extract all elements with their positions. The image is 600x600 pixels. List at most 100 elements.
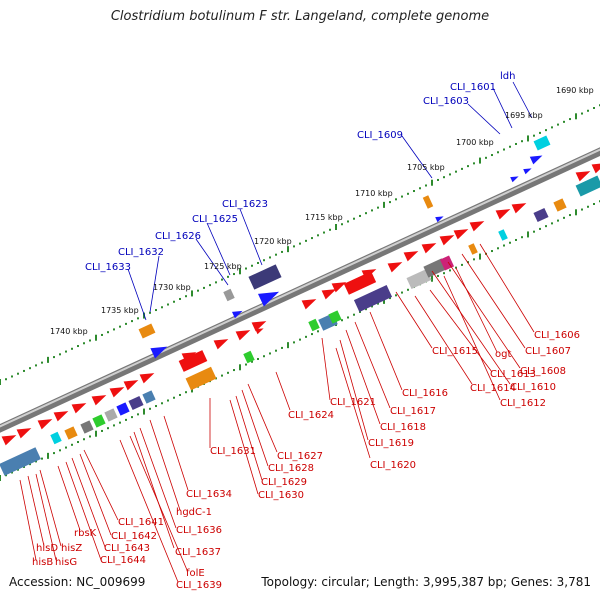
tick-mark [11,375,13,378]
tick-mark [581,112,583,115]
leader-line [239,208,263,266]
tick-mark [227,275,229,278]
tick-mark [137,413,139,416]
gene-label: CLI_1614 [470,383,516,394]
tick-mark [233,369,235,372]
leader-line [431,270,511,385]
gene-feature [343,271,377,295]
gene-arrow [387,262,403,273]
leader-line [71,457,106,548]
tick-mark [383,297,385,304]
gene-feature [80,420,94,434]
tick-mark [497,151,499,154]
tick-mark [101,429,103,432]
tick-mark [587,205,589,208]
tick-mark [593,202,595,205]
gene-feature [468,243,478,255]
gene-label: CLI_1643 [104,543,150,554]
tick-mark [149,311,151,314]
outer-tick-track [0,104,600,385]
tick-mark [533,134,535,137]
tick-mark [593,106,595,109]
tick-mark [65,446,67,449]
tick-mark [443,272,445,275]
tick-mark [281,250,283,253]
top-gene-labels: ldh CLI_1601 CLI_1603 CLI_1609 CLI_1623 CLI_1… [85,71,515,273]
scale-label: 1740 kbp [50,327,88,336]
tick-mark [191,290,193,297]
tick-mark [359,310,361,313]
gene-arrow [403,251,419,262]
scale-label: 1715 kbp [305,213,343,222]
scale-label: 1700 kbp [456,138,494,147]
label-leaders [19,81,535,583]
gene-arrow [495,209,511,220]
tick-mark [119,325,121,328]
gene-label: CLI_1631 [210,446,256,457]
gene-label: CLI_1629 [261,477,307,488]
tick-mark [311,237,313,240]
tick-mark [161,306,163,309]
leader-line [83,449,119,521]
tick-mark [581,208,583,211]
tick-mark [419,187,421,190]
gene-arrow [213,339,229,350]
tick-mark [311,333,313,336]
gene-label: CLI_1637 [175,547,221,558]
gene-feature [533,207,549,223]
scale-label: 1725 kbp [204,262,242,271]
tick-mark [239,268,241,275]
tick-mark [305,335,307,338]
gene-feature [50,431,62,445]
leader-line [455,267,498,353]
tick-mark [41,361,43,364]
tick-mark [341,223,343,226]
tick-mark [371,209,373,212]
tick-mark [143,408,145,415]
tick-mark [221,278,223,281]
leader-line [479,243,535,333]
tick-mark [203,286,205,289]
gene-arrow [71,403,87,414]
leader-line [443,275,501,401]
gene-arrow [421,243,437,254]
tick-mark [23,369,25,372]
gene-feature [308,318,320,332]
gene-label: CLI_1601 [450,82,496,93]
gene-feature [178,350,208,372]
tick-mark [287,246,289,253]
tick-mark [293,245,295,248]
tick-mark [431,179,433,186]
tick-mark [551,222,553,225]
tick-mark [95,430,97,437]
gene-feature [92,414,106,428]
gene-label: CLI_1609 [357,130,403,141]
gene-arrow [257,291,280,307]
gene-label: CLI_1620 [370,460,416,471]
tick-mark [125,418,127,421]
leader-line [35,473,57,561]
tick-mark [521,140,523,143]
tick-mark [83,438,85,441]
leader-line [229,399,259,495]
tick-mark [455,266,457,269]
gene-label: CLI_1636 [176,525,222,536]
tick-mark [257,357,259,360]
gene-arrow [575,171,591,182]
tick-mark [503,148,505,151]
gene-arrow [37,419,53,430]
gene-feature [142,390,156,404]
tick-mark [305,239,307,242]
accession-label: Accession: NC_009699 [9,575,146,589]
tick-mark [449,269,451,272]
tick-mark [467,261,469,264]
scale-label: 1710 kbp [355,189,393,198]
gene-arrow [231,310,243,319]
gene-label: CLI_1634 [186,489,232,500]
tick-mark [167,399,169,402]
tick-mark [5,378,7,381]
gene-label: CLI_1644 [100,555,146,566]
tick-mark [125,322,127,325]
tick-mark [407,192,409,195]
leader-line [149,419,181,511]
